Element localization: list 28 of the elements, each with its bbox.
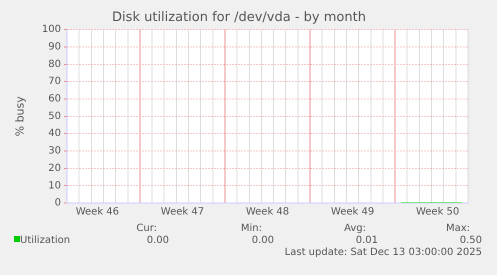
y-tick-label: 50 [48, 110, 61, 122]
text: Last update: Sat Dec 13 03:00:00 2025 [284, 247, 482, 258]
x-tick-label: Week 48 [246, 206, 290, 218]
y-tick-label: 20 [48, 162, 61, 174]
y-tick-label: 100 [42, 24, 61, 36]
x-tick-label: Week 46 [76, 206, 120, 218]
y-tick-label: 40 [48, 128, 61, 140]
text: 0.00 [252, 235, 274, 246]
chart-title: Disk utilization for /dev/vda - by month [112, 10, 366, 26]
text: Min: [240, 223, 262, 234]
y-tick-label: 70 [48, 76, 61, 88]
text: 0.01 [356, 235, 378, 246]
text: 0.50 [460, 235, 482, 246]
y-axis-title: % busy [13, 96, 26, 136]
y-tick-label: 30 [48, 146, 61, 157]
x-tick-label: Week 50 [416, 206, 460, 218]
y-tick-label: 10 [48, 180, 61, 192]
y-tick-label: 0 [54, 198, 61, 209]
y-tick-label: 60 [48, 94, 61, 105]
x-tick-label: Week 47 [160, 206, 204, 218]
text: Max: [446, 223, 470, 234]
y-tick-label: 90 [48, 42, 61, 53]
text: 0.00 [146, 235, 169, 246]
y-tick-label: 80 [48, 58, 61, 70]
text: Cur: [136, 223, 157, 234]
legend-label: Utilization [20, 235, 70, 246]
x-tick-label: Week 49 [330, 206, 374, 218]
text: Avg: [344, 223, 366, 234]
